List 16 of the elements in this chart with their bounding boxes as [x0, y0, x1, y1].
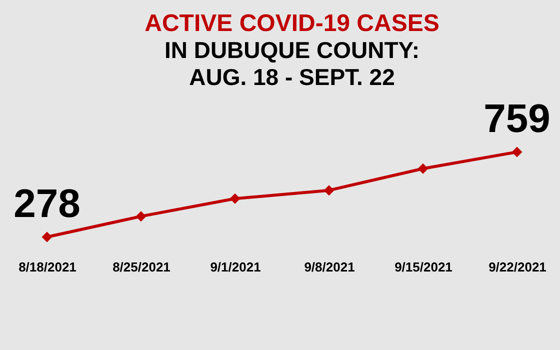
- x-tick-label: 9/8/2021: [304, 260, 355, 274]
- point: [42, 232, 52, 242]
- point: [136, 211, 146, 222]
- x-tick-label: 9/22/2021: [488, 260, 546, 274]
- point: [324, 185, 334, 196]
- point: [512, 146, 522, 158]
- data-label: 759: [484, 97, 550, 141]
- chart-title: ACTIVE COVID-19 CASES: [144, 10, 440, 37]
- data-label: 278: [14, 182, 80, 226]
- x-tick-label: 8/18/2021: [18, 260, 76, 274]
- x-tick-label: 8/25/2021: [112, 260, 170, 274]
- x-tick-label: 9/15/2021: [394, 260, 452, 274]
- x-tick-label: 9/1/2021: [210, 260, 261, 274]
- point: [230, 193, 240, 204]
- chart-subtitle: IN DUBUQUE COUNTY: AUG. 18 - SEPT. 22: [164, 37, 420, 90]
- point: [418, 163, 428, 174]
